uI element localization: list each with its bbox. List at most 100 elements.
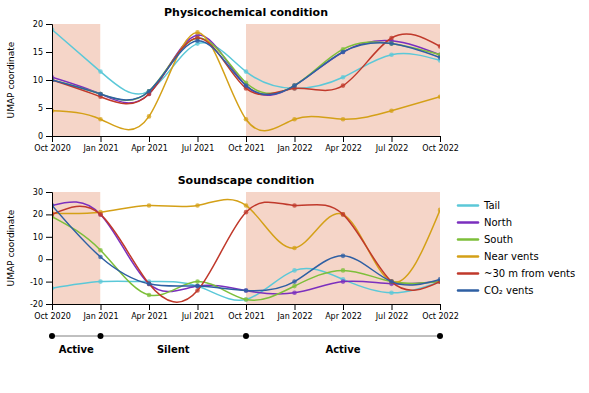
legend-label: Near vents bbox=[484, 251, 539, 262]
series-point bbox=[98, 92, 103, 97]
series-point bbox=[341, 212, 346, 217]
y-tick-label: 10 bbox=[33, 233, 43, 242]
x-tick-mark bbox=[246, 136, 247, 142]
series-point bbox=[389, 109, 394, 114]
series-line bbox=[52, 205, 440, 290]
legend-swatch bbox=[458, 238, 478, 241]
series-point bbox=[389, 291, 394, 296]
legend-swatch bbox=[458, 255, 478, 258]
x-tick: Jul 2021 bbox=[181, 304, 215, 321]
x-tick-label: Oct 2020 bbox=[34, 144, 71, 153]
x-tick: Jan 2022 bbox=[276, 136, 312, 153]
series-point bbox=[438, 44, 440, 49]
y-tick-label: 30 bbox=[33, 188, 43, 197]
y-tick-label: -10 bbox=[30, 278, 43, 287]
plot-area bbox=[52, 24, 440, 136]
y-tick-mark bbox=[46, 136, 52, 137]
y-axis: 0 5 10 15 20 bbox=[33, 20, 53, 141]
x-tick-mark bbox=[149, 136, 150, 142]
series-point bbox=[195, 39, 200, 44]
series-point bbox=[292, 268, 297, 273]
series-line bbox=[52, 217, 440, 301]
x-axis-line bbox=[53, 137, 441, 143]
x-tick-mark bbox=[343, 304, 344, 310]
x-tick-label: Jul 2021 bbox=[181, 144, 215, 153]
series-point bbox=[98, 92, 103, 97]
x-tick-label: Jul 2022 bbox=[375, 144, 409, 153]
x-tick: Oct 2021 bbox=[228, 136, 265, 153]
y-tick-mark bbox=[46, 108, 52, 109]
region-band bbox=[246, 24, 440, 136]
legend: TailNorthSouthNear vents~30 m from vents… bbox=[458, 200, 575, 296]
series-point bbox=[244, 297, 249, 302]
x-axis: Oct 2020 Jan 2021 Apr 2021 Jul 2021 Oct 2021… bbox=[34, 304, 459, 321]
series-point bbox=[438, 95, 440, 100]
series-point bbox=[438, 277, 440, 282]
series-point bbox=[147, 89, 152, 94]
timeline-label: Silent bbox=[157, 344, 190, 355]
x-tick-mark bbox=[101, 136, 102, 142]
series-line bbox=[52, 202, 440, 302]
x-tick: Jul 2021 bbox=[181, 136, 215, 153]
series-point bbox=[147, 293, 152, 298]
series-point bbox=[98, 212, 103, 217]
series-point bbox=[147, 89, 152, 94]
panel: Oct 2020 Jan 2021 Apr 2021 Jul 2021 Oct 2021… bbox=[6, 174, 575, 355]
timeline: ActiveSilentActive bbox=[49, 333, 443, 355]
series-point bbox=[292, 279, 297, 284]
x-tick-label: Jan 2022 bbox=[276, 312, 312, 321]
x-axis: Oct 2020Jan 2021Apr 2021Jul 2021Oct 2021… bbox=[34, 136, 459, 153]
series-point bbox=[244, 83, 249, 88]
x-tick: Apr 2021 bbox=[131, 304, 168, 321]
x-tick: Jan 2021 bbox=[82, 136, 118, 153]
series-point bbox=[244, 210, 249, 215]
y-tick-mark bbox=[46, 52, 52, 53]
x-tick-label: Oct 2021 bbox=[228, 144, 265, 153]
series-point bbox=[195, 284, 200, 289]
y-tick-label: -20 bbox=[30, 300, 43, 309]
x-tick: Apr 2022 bbox=[325, 304, 362, 321]
y-tick: 10 bbox=[33, 76, 52, 85]
series-point bbox=[147, 114, 152, 119]
y-tick-mark bbox=[46, 24, 52, 25]
y-axis-title: UMAP coordinate bbox=[6, 209, 16, 286]
x-tick-label: Oct 2022 bbox=[422, 312, 459, 321]
y-tick: 15 bbox=[33, 48, 52, 57]
x-tick: Oct 2022 bbox=[422, 136, 459, 153]
legend-swatch bbox=[458, 272, 478, 275]
series-point bbox=[292, 284, 297, 289]
series-line bbox=[52, 30, 440, 94]
series-point bbox=[98, 92, 103, 97]
y-tick: 5 bbox=[38, 104, 52, 113]
y-axis: -20-100102030 bbox=[30, 188, 53, 309]
region-band bbox=[246, 192, 440, 304]
series-point bbox=[389, 279, 394, 284]
x-tick-label: Oct 2022 bbox=[422, 144, 459, 153]
y-tick-label: 20 bbox=[33, 20, 43, 29]
x-tick-label: Oct 2021 bbox=[228, 312, 265, 321]
chart-title: Soundscape condition bbox=[178, 174, 315, 187]
series-point bbox=[147, 89, 152, 94]
series-point bbox=[244, 69, 249, 74]
legend-label: North bbox=[484, 217, 512, 228]
series-point bbox=[341, 50, 346, 55]
x-tick-label: Oct 2020 bbox=[34, 312, 71, 321]
x-tick-mark bbox=[149, 304, 150, 310]
chart-title: Physicochemical condition bbox=[164, 6, 328, 19]
chart-root: Oct 2020 Jan 2021 Apr 2021 Jul 2021 Oct 2021… bbox=[0, 0, 589, 393]
series-point bbox=[389, 36, 394, 41]
y-tick: -20 bbox=[30, 300, 52, 309]
y-tick-label: 5 bbox=[38, 104, 43, 113]
y-axis-line bbox=[46, 193, 53, 305]
y-tick: 0 bbox=[38, 132, 52, 141]
x-tick-mark bbox=[392, 304, 393, 310]
series-point bbox=[389, 41, 394, 46]
panel: Oct 2020Jan 2021Apr 2021Jul 2021Oct 2021… bbox=[6, 6, 459, 153]
x-tick: Jan 2021 bbox=[82, 304, 118, 321]
y-tick-label: 0 bbox=[38, 255, 43, 264]
series-point bbox=[98, 255, 103, 260]
legend-label: CO₂ vents bbox=[484, 285, 534, 296]
series-point bbox=[147, 203, 152, 208]
x-tick: Oct 2022 bbox=[422, 304, 459, 321]
y-tick-mark bbox=[46, 237, 52, 238]
